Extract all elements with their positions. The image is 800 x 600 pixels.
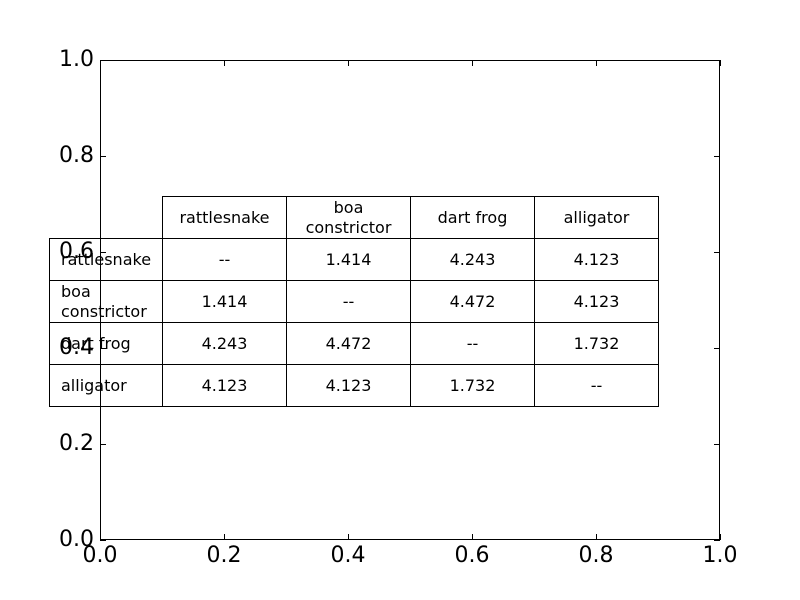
x-tick-label: 0.2 (206, 543, 242, 568)
x-tick-mark (223, 60, 225, 66)
x-tick-mark (347, 60, 349, 66)
table-cell: 4.472 (286, 322, 411, 365)
x-tick-mark (595, 60, 597, 66)
table-row: alligator 4.123 4.123 1.732 -- (49, 364, 659, 407)
table-corner (50, 197, 163, 239)
y-tick-mark (100, 347, 106, 349)
x-tick-mark (347, 534, 349, 540)
table-cell: 4.123 (286, 364, 411, 407)
table-cell: 4.472 (410, 280, 535, 323)
column-header: rattlesnake (162, 196, 287, 239)
table-row: rattlesnake -- 1.414 4.243 4.123 (49, 238, 659, 281)
y-tick-mark (100, 251, 106, 253)
y-tick-label: 0.4 (59, 335, 94, 360)
table-row: boa constrictor 1.414 -- 4.472 4.123 (49, 280, 659, 323)
table-row: dart frog 4.243 4.472 -- 1.732 (49, 322, 659, 365)
table-cell: 4.123 (534, 280, 659, 323)
column-header: boa constrictor (286, 196, 411, 239)
x-tick-label: 0.4 (330, 543, 366, 568)
y-tick-mark (714, 443, 720, 445)
distance-table: rattlesnake boa constrictor dart frog alliga… (49, 196, 659, 407)
row-header: dart frog (49, 322, 163, 365)
y-tick-mark (100, 443, 106, 445)
x-tick-label: 1.0 (702, 543, 738, 568)
table-cell: 1.414 (286, 238, 411, 281)
y-tick-mark (714, 59, 720, 61)
x-tick-mark (471, 534, 473, 540)
x-tick-mark (223, 534, 225, 540)
x-tick-label: 0.8 (578, 543, 614, 568)
y-tick-label: 0.2 (59, 431, 94, 456)
table-cell: 4.243 (162, 322, 287, 365)
column-header: dart frog (410, 196, 535, 239)
table-cell: 4.123 (162, 364, 287, 407)
table-cell: -- (286, 280, 411, 323)
row-header: boa constrictor (49, 280, 163, 323)
x-tick-mark (595, 534, 597, 540)
column-header: alligator (534, 196, 659, 239)
x-tick-mark (719, 60, 721, 66)
table-cell: 4.243 (410, 238, 535, 281)
x-tick-mark (471, 60, 473, 66)
table-cell: 1.732 (534, 322, 659, 365)
x-tick-label: 0.0 (82, 543, 118, 568)
y-tick-label: 0.6 (59, 239, 94, 264)
table-cell: 1.414 (162, 280, 287, 323)
y-tick-mark (714, 539, 720, 541)
x-tick-mark (719, 534, 721, 540)
x-tick-label: 0.6 (454, 543, 490, 568)
y-tick-mark (100, 539, 106, 541)
table-cell: -- (534, 364, 659, 407)
y-tick-mark (714, 155, 720, 157)
x-tick-mark (99, 534, 101, 540)
table-cell: 4.123 (534, 238, 659, 281)
x-tick-mark (99, 60, 101, 66)
y-tick-label: 1.0 (59, 47, 94, 72)
y-tick-label: 0.8 (59, 143, 94, 168)
y-tick-mark (714, 347, 720, 349)
table-header-row: rattlesnake boa constrictor dart frog alliga… (50, 196, 659, 239)
y-tick-mark (714, 251, 720, 253)
y-tick-label: 0.0 (59, 527, 94, 552)
y-tick-mark (100, 155, 106, 157)
table-cell: 1.732 (410, 364, 535, 407)
table-cell: -- (410, 322, 535, 365)
row-header: alligator (49, 364, 163, 407)
table-cell: -- (162, 238, 287, 281)
y-tick-mark (100, 59, 106, 61)
